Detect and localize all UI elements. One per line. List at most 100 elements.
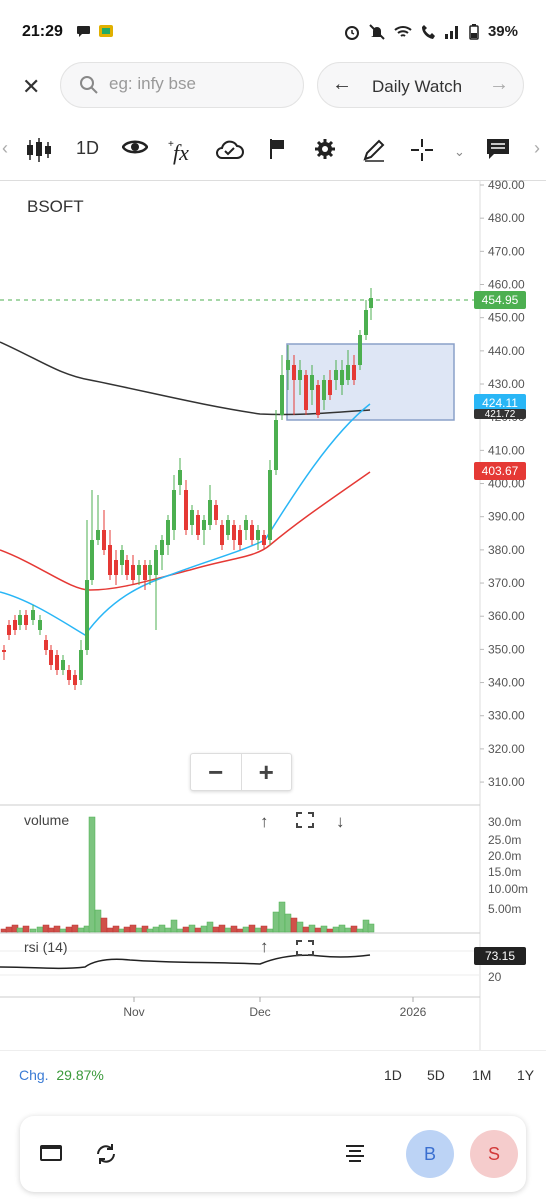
volume-bar: [338, 924, 346, 933]
action-pill: B S: [20, 1116, 526, 1192]
candle-body: [24, 615, 28, 625]
candle-body: [334, 370, 338, 380]
candle-body: [196, 515, 200, 535]
flag-icon[interactable]: [268, 138, 286, 160]
refresh-icon[interactable]: [94, 1142, 118, 1166]
candle-body: [250, 525, 254, 540]
symbol-name: BSOFT: [27, 197, 84, 216]
arrow-right-icon[interactable]: →: [489, 73, 509, 95]
crosshair-icon[interactable]: [410, 138, 434, 162]
zoom-out-button[interactable]: −: [191, 754, 242, 790]
y-tick-label: 380.00: [488, 543, 525, 557]
candle-body: [61, 660, 65, 670]
candle-body: [232, 525, 236, 540]
range-1y[interactable]: 1Y: [517, 1067, 535, 1083]
buy-button[interactable]: B: [406, 1130, 454, 1178]
scroll-right-icon[interactable]: ›: [534, 138, 540, 158]
candle-body: [31, 610, 35, 620]
volume-bar: [350, 925, 358, 933]
comment-icon[interactable]: [486, 138, 510, 160]
zoom-controls: − +: [190, 753, 292, 791]
signal-icon: [444, 25, 458, 39]
sell-button[interactable]: S: [470, 1130, 518, 1178]
y-tick-label: 480.00: [488, 211, 525, 225]
candle-body: [172, 490, 176, 530]
volume-bar: [266, 928, 274, 933]
y-tick-label: 350.00: [488, 642, 525, 656]
close-icon[interactable]: ✕: [22, 74, 41, 99]
rsi-move-up-icon[interactable]: ↑: [260, 937, 269, 956]
range-1m[interactable]: 1M: [472, 1067, 492, 1083]
volume-bar: [94, 909, 102, 933]
search-input[interactable]: [107, 73, 291, 95]
candle-body: [220, 525, 224, 545]
volume-tick-label: 20.0m: [488, 849, 521, 863]
y-tick-label: 340.00: [488, 676, 525, 690]
expand-icon[interactable]: [296, 812, 314, 833]
indicator-fx-icon[interactable]: fx +: [168, 138, 194, 166]
volume-bar: [59, 928, 67, 933]
candle-body: [292, 365, 296, 380]
pencil-icon[interactable]: [362, 138, 386, 162]
volume-bar: [326, 928, 334, 933]
candle-body: [55, 655, 59, 670]
y-tick-label: 400.00: [488, 477, 525, 491]
x-tick-label: 2026: [400, 1005, 427, 1019]
volume-bar: [332, 926, 340, 933]
move-down-icon[interactable]: ↓: [336, 812, 345, 831]
status-time: 21:29: [22, 23, 63, 40]
volume-bar: [5, 926, 13, 933]
candle-body: [108, 545, 112, 575]
candle-body: [143, 565, 147, 580]
volume-bar: [188, 924, 196, 933]
candle-body: [202, 520, 206, 530]
cloud-icon[interactable]: [214, 138, 244, 160]
volume-bar: [47, 927, 55, 933]
candle-body: [73, 675, 77, 685]
search-box[interactable]: [60, 62, 304, 108]
arrow-left-icon[interactable]: ←: [332, 73, 352, 95]
watchlist-selector[interactable]: ← Daily Watch →: [317, 62, 524, 108]
candle-body: [358, 335, 362, 365]
rsi-expand-icon[interactable]: [296, 940, 314, 961]
candle-body: [274, 420, 278, 470]
candle-body: [96, 530, 100, 540]
candlestick-icon[interactable]: [26, 138, 52, 162]
volume-bar: [100, 917, 108, 933]
move-up-icon[interactable]: ↑: [260, 812, 269, 831]
y-tick-label: 320.00: [488, 742, 525, 756]
volume-tick-label: 5.00m: [488, 902, 521, 916]
layout-icon[interactable]: [40, 1144, 62, 1162]
eye-icon[interactable]: [122, 138, 148, 156]
interval-selector[interactable]: 1D: [76, 138, 100, 158]
range-5d[interactable]: 5D: [427, 1067, 445, 1083]
change-label: Chg.: [19, 1067, 49, 1083]
candle-body: [208, 500, 212, 525]
volume-bar: [236, 928, 244, 933]
candle-body: [369, 298, 373, 308]
volume-title: volume: [24, 812, 70, 828]
mute-icon: [369, 23, 385, 40]
candle-body: [268, 470, 272, 540]
price-chart[interactable]: 490.00 480.00 470.00 460.00 450.00 440.00 430.…: [0, 180, 546, 1050]
range-1d[interactable]: 1D: [384, 1067, 402, 1083]
y-tick-label: 430.00: [488, 377, 525, 391]
y-tick-label: 310.00: [488, 775, 525, 789]
zoom-in-button[interactable]: +: [258, 756, 274, 787]
candle-body: [90, 540, 94, 580]
app-notification-icon: [99, 25, 113, 37]
volume-bar: [230, 925, 238, 933]
range-box[interactable]: [286, 343, 455, 421]
gear-icon[interactable]: [314, 138, 336, 160]
volume-bar: [88, 816, 96, 933]
candle-body: [125, 560, 129, 575]
candle-body: [131, 565, 135, 580]
scroll-left-icon[interactable]: ‹: [2, 138, 8, 158]
align-center-icon[interactable]: [344, 1144, 366, 1164]
candle-body: [13, 620, 17, 630]
status-bar: 21:29 39%: [0, 0, 546, 60]
y-tick-label: 360.00: [488, 609, 525, 623]
chevron-down-icon[interactable]: ⌄: [454, 144, 465, 159]
candle-body: [340, 370, 344, 385]
candle-body: [304, 375, 308, 410]
